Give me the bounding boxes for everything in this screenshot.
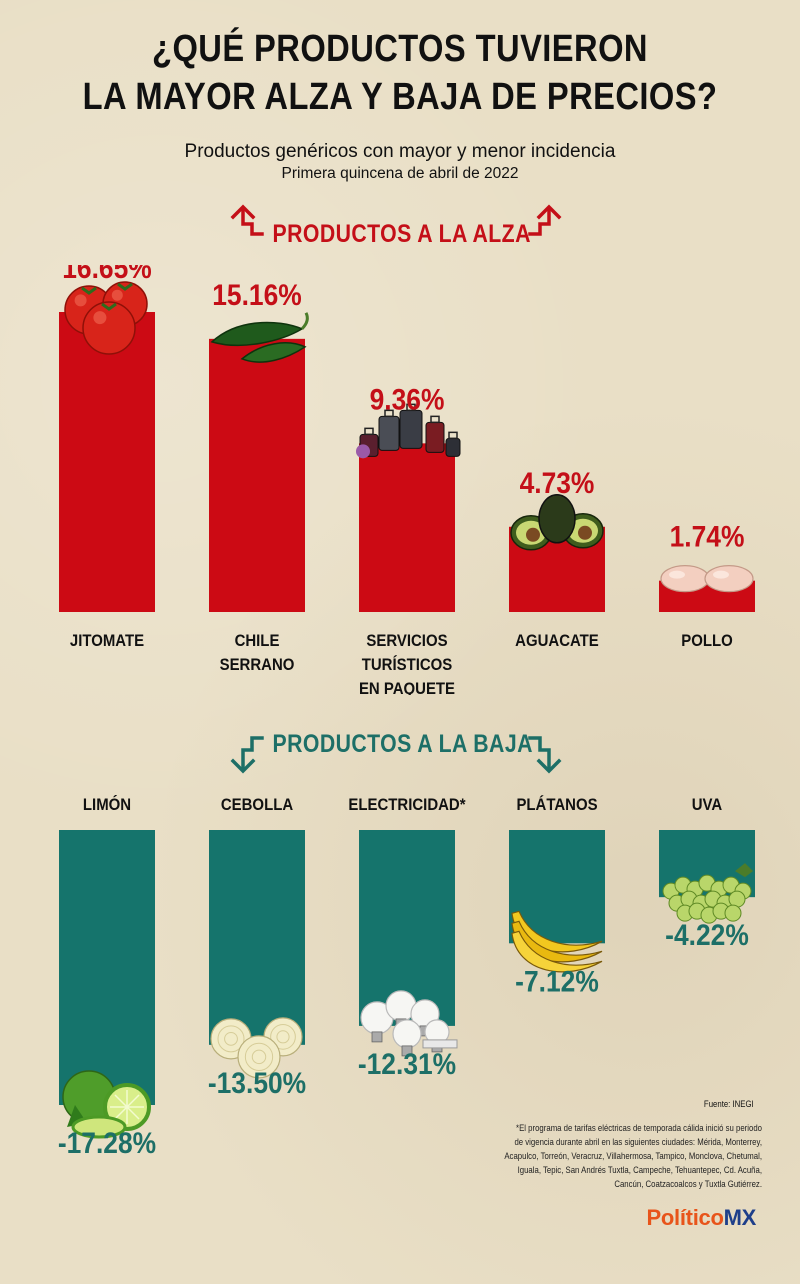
section-up-title: PRODUCTOS A LA ALZA (272, 220, 531, 248)
brand-logo-part1: Político (646, 1205, 724, 1230)
category-label-2: ELECTRICIDAD* (348, 796, 466, 814)
category-label-0: LIMÓN (83, 794, 131, 814)
source-text: Fuente: INEGI (704, 1099, 754, 1110)
bar-2 (359, 443, 455, 612)
value-label-2: 9.36% (370, 382, 445, 416)
onion-icon (210, 1017, 303, 1079)
chili-pepper-icon (210, 312, 309, 363)
section-up-arrows (230, 204, 562, 236)
subtitle: Productos genéricos con mayor y menor in… (184, 141, 616, 162)
title-line-1: ¿QUÉ PRODUCTOS TUVIERON (152, 28, 648, 70)
bar-1 (209, 338, 305, 612)
category-label-1: CEBOLLA (221, 796, 294, 814)
arrow-up-right-icon (528, 208, 551, 236)
value-label-1: 15.16% (212, 277, 302, 311)
value-label-0: 16.65% (62, 265, 152, 284)
category-label-1: CHILE (235, 632, 280, 650)
category-label-2: EN PAQUETE (359, 680, 455, 695)
tomato-icon (64, 281, 148, 355)
up-bar-chart: 16.65% JITOMATE 15.16% CHILE SERRANO 9.36% SER… (59, 265, 755, 695)
value-label-3: 4.73% (520, 465, 595, 499)
section-down-arrows (230, 736, 562, 774)
grapes-icon (662, 863, 753, 924)
down-bar-chart: -17.28% LIMÓN -13.50% CEBOLLA -12.31% ELECTRI… (58, 794, 755, 1159)
brand-logo-part2: MX (723, 1205, 757, 1230)
category-label-4: POLLO (681, 632, 732, 650)
arrow-down-right-icon (528, 736, 551, 770)
arrow-up-right-head-icon (536, 204, 562, 220)
value-label-2: -12.31% (358, 1046, 456, 1080)
arrow-up-left-icon (241, 208, 264, 236)
lime-icon (62, 1070, 151, 1139)
category-label-2: TURÍSTICOS (362, 654, 453, 674)
category-label-3: PLÁTANOS (516, 794, 597, 814)
avocado-icon (510, 494, 604, 551)
category-label-2: SERVICIOS (366, 632, 447, 650)
value-label-3: -7.12% (515, 964, 599, 998)
title-line-2: LA MAYOR ALZA Y BAJA DE PRECIOS? (82, 76, 718, 118)
value-label-1: -13.50% (208, 1065, 306, 1099)
brand-logo: PolíticoMX (646, 1205, 757, 1231)
category-label-3: AGUACATE (515, 632, 599, 650)
category-label-4: UVA (692, 796, 723, 814)
arrow-down-left-head-icon (230, 758, 256, 774)
arrow-down-left-icon (241, 736, 264, 770)
category-label-0: JITOMATE (70, 632, 144, 650)
chicken-icon (660, 565, 754, 593)
banana-icon (511, 910, 603, 973)
value-label-0: -17.28% (58, 1125, 156, 1159)
light-bulb-icon (360, 990, 458, 1057)
bar-1 (209, 830, 305, 1045)
period: Primera quincena de abril de 2022 (281, 165, 519, 182)
bar-0 (59, 830, 155, 1105)
value-label-4: 1.74% (670, 519, 745, 553)
bar-0 (59, 312, 155, 612)
category-label-1: SERRANO (220, 656, 295, 674)
luggage-icon (356, 403, 461, 459)
value-label-4: -4.22% (665, 918, 749, 952)
arrow-up-left-head-icon (230, 204, 256, 220)
footnote-text: *El programa de tarifas eléctricas de te… (504, 1123, 762, 1190)
arrow-down-right-head-icon (536, 758, 562, 774)
section-down-title: PRODUCTOS A LA BAJA (272, 730, 533, 758)
